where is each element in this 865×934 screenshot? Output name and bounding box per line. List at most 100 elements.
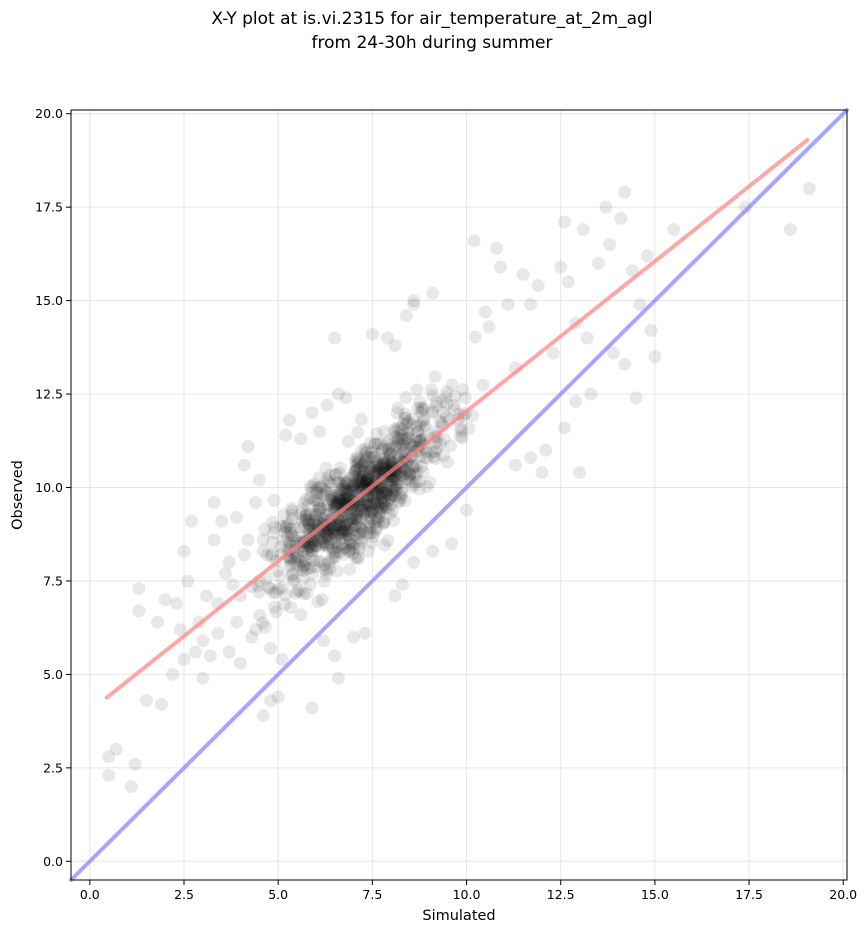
data-point bbox=[410, 466, 424, 480]
data-point bbox=[302, 540, 316, 554]
data-point bbox=[343, 511, 357, 525]
data-point bbox=[374, 460, 388, 474]
data-point bbox=[384, 473, 398, 487]
data-point bbox=[333, 520, 347, 534]
data-point bbox=[331, 539, 345, 553]
data-point bbox=[482, 320, 496, 334]
data-point bbox=[356, 473, 370, 487]
data-point bbox=[420, 451, 434, 465]
data-point bbox=[365, 327, 379, 341]
data-point bbox=[374, 495, 388, 509]
data-point bbox=[436, 405, 450, 419]
data-point bbox=[320, 503, 334, 517]
data-point bbox=[375, 483, 389, 497]
data-point bbox=[382, 493, 396, 507]
data-point bbox=[337, 547, 351, 561]
data-point bbox=[390, 478, 404, 492]
data-point bbox=[426, 286, 440, 300]
data-point bbox=[376, 458, 390, 472]
data-point bbox=[371, 504, 385, 518]
data-point bbox=[401, 430, 415, 444]
data-point bbox=[416, 414, 430, 428]
data-point bbox=[339, 391, 353, 405]
data-point bbox=[364, 498, 378, 512]
data-point bbox=[301, 517, 315, 531]
data-point bbox=[324, 493, 338, 507]
data-point bbox=[401, 415, 415, 429]
data-point bbox=[317, 483, 331, 497]
data-point bbox=[215, 514, 229, 528]
data-point bbox=[356, 469, 370, 483]
data-point bbox=[349, 518, 363, 532]
data-point bbox=[379, 457, 393, 471]
data-point bbox=[379, 501, 393, 515]
data-point bbox=[308, 477, 322, 491]
data-point bbox=[350, 509, 364, 523]
data-point bbox=[580, 331, 594, 345]
data-point bbox=[352, 499, 366, 513]
data-point bbox=[378, 486, 392, 500]
data-point bbox=[294, 554, 308, 568]
data-point bbox=[383, 448, 397, 462]
data-point bbox=[599, 200, 613, 214]
data-point bbox=[429, 395, 443, 409]
data-point bbox=[337, 492, 351, 506]
data-point bbox=[376, 516, 390, 530]
data-point bbox=[394, 476, 408, 490]
data-point bbox=[241, 533, 255, 547]
data-point bbox=[267, 494, 281, 508]
data-point bbox=[351, 457, 365, 471]
data-point bbox=[348, 519, 362, 533]
data-point bbox=[328, 649, 342, 663]
data-point bbox=[305, 544, 319, 558]
data-point bbox=[382, 441, 396, 455]
data-point bbox=[351, 425, 365, 439]
data-point bbox=[200, 589, 214, 603]
data-point bbox=[328, 496, 342, 510]
data-point bbox=[284, 501, 298, 515]
data-point bbox=[399, 390, 413, 404]
data-point bbox=[455, 424, 469, 438]
data-point bbox=[256, 616, 270, 630]
data-point bbox=[381, 534, 395, 548]
data-point bbox=[363, 436, 377, 450]
data-point bbox=[177, 544, 191, 558]
data-point bbox=[301, 542, 315, 556]
data-point bbox=[337, 523, 351, 537]
data-point bbox=[294, 507, 308, 521]
data-point bbox=[359, 504, 373, 518]
data-point bbox=[230, 615, 244, 629]
data-point bbox=[290, 584, 304, 598]
data-point bbox=[340, 475, 354, 489]
data-point bbox=[392, 435, 406, 449]
data-point bbox=[380, 331, 394, 345]
data-point bbox=[376, 501, 390, 515]
data-point bbox=[353, 525, 367, 539]
data-point bbox=[360, 496, 374, 510]
data-point bbox=[371, 487, 385, 501]
data-point bbox=[151, 615, 165, 629]
data-point bbox=[345, 484, 359, 498]
data-point bbox=[313, 501, 327, 515]
data-point bbox=[370, 521, 384, 535]
data-point bbox=[404, 438, 418, 452]
regression-fit-line bbox=[104, 137, 810, 700]
data-point bbox=[328, 331, 342, 345]
data-point bbox=[323, 523, 337, 537]
data-point bbox=[351, 452, 365, 466]
data-point bbox=[408, 468, 422, 482]
data-point bbox=[305, 548, 319, 562]
data-point bbox=[351, 476, 365, 490]
data-point bbox=[340, 483, 354, 497]
data-point bbox=[281, 530, 295, 544]
data-point bbox=[363, 526, 377, 540]
data-point bbox=[378, 482, 392, 496]
data-point bbox=[367, 450, 381, 464]
data-point bbox=[391, 495, 405, 509]
data-point bbox=[321, 498, 335, 512]
data-point bbox=[265, 535, 279, 549]
data-point bbox=[318, 525, 332, 539]
x-tick-label: 10.0 bbox=[453, 887, 481, 902]
data-point bbox=[358, 626, 372, 640]
data-point bbox=[352, 455, 366, 469]
